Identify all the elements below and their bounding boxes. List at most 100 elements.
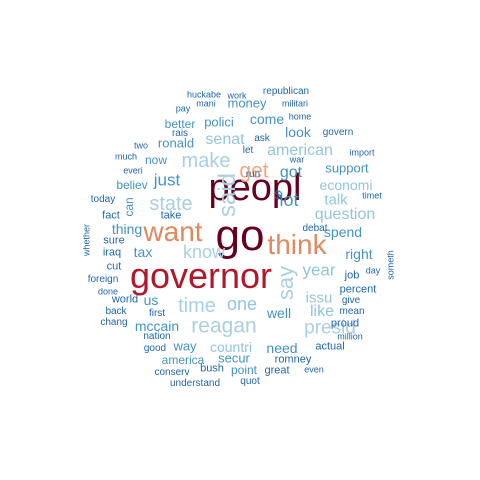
word-conserv: conserv (154, 367, 190, 378)
word-governor: governor (129, 255, 273, 296)
word-chang: chang (100, 317, 128, 328)
word-way: way (173, 338, 197, 354)
word-much: much (114, 151, 138, 162)
word-work: work (227, 90, 247, 101)
word-back: back (105, 306, 127, 317)
word-get: get (239, 159, 269, 183)
word-secur: secur (218, 350, 250, 366)
word-militari: militari (282, 98, 308, 109)
word-just: just (153, 170, 181, 190)
word-first: first (148, 308, 166, 319)
word-come: come (249, 111, 285, 127)
word-understand: understand (169, 378, 221, 389)
word-import: import (349, 147, 375, 158)
word-us: us (143, 292, 159, 308)
word-someth: someth (385, 250, 396, 280)
word-dollar: $ (274, 188, 282, 202)
word-spend: spend (323, 224, 363, 240)
word-rais: rais (171, 128, 189, 139)
word-mani: mani (196, 98, 216, 109)
word-bush: bush (200, 362, 224, 375)
word-great: great (264, 364, 290, 377)
word-percent: percent (339, 283, 377, 296)
word-countri: countri (209, 339, 253, 355)
word-american: american (267, 142, 333, 159)
word-well: well (266, 305, 292, 321)
word-ask: ask (254, 133, 270, 144)
word-america: america (161, 353, 205, 367)
word-sure: sure (103, 234, 125, 247)
word-economi: economi (319, 177, 373, 193)
word-republican: republican (262, 86, 310, 97)
word-look: look (285, 124, 311, 140)
word-ronald: ronald (157, 135, 195, 151)
word-home: home (288, 111, 312, 122)
word-make: make (181, 150, 231, 172)
word-everi: everi (123, 165, 143, 176)
word-lot: lot (279, 190, 299, 210)
word-like: like (309, 303, 335, 320)
word-run: run (245, 169, 261, 180)
word-say: say (273, 265, 298, 301)
word-romney: romney (274, 353, 312, 366)
word-two: two (133, 140, 149, 151)
word-polici: polici (204, 114, 234, 130)
word-pay: pay (175, 103, 191, 114)
word-today: today (90, 194, 116, 205)
word-presid: presid (304, 317, 356, 339)
word-mccain: mccain (134, 318, 180, 334)
word-reagan: reagan (191, 314, 257, 338)
word-done: done (97, 286, 119, 297)
word-said: said (214, 172, 241, 218)
word-job: job (344, 269, 360, 282)
word-money: money (227, 95, 267, 111)
word-one: one (226, 294, 258, 314)
word-need: need (266, 340, 298, 356)
word-debat: debat (302, 223, 328, 234)
word-even: even (304, 364, 324, 375)
word-tax: tax (133, 244, 153, 260)
word-nation: nation (143, 331, 171, 342)
word-talk: talk (324, 191, 348, 209)
word-give: give (341, 295, 361, 306)
word-day: day (365, 265, 381, 276)
word-quot: quot (240, 376, 260, 387)
word-can: can (122, 197, 136, 217)
word-fact: fact (102, 209, 120, 222)
word-take: take (160, 209, 182, 222)
word-better: better (164, 117, 196, 131)
word-govern: govern (322, 127, 354, 138)
word-year: year (302, 260, 336, 280)
word-million: million (337, 331, 363, 342)
word-cut: cut (106, 260, 122, 273)
word-foreign: foreign (87, 274, 119, 285)
word-huckabe: huckabe (186, 89, 222, 100)
word-got: got (279, 164, 303, 181)
word-good: good (143, 343, 167, 354)
word-let: let (242, 145, 254, 156)
word-question: question (314, 206, 376, 223)
word-thing: thing (111, 221, 143, 237)
word-timet: timet (362, 190, 382, 201)
word-right: right (345, 246, 373, 262)
word-think: think (267, 229, 327, 260)
word-proud: proud (330, 317, 360, 330)
word-whether: whether (81, 223, 92, 257)
word-peopl: peopl (208, 167, 302, 209)
word-know: know (182, 242, 226, 262)
word-issu: issu (305, 289, 333, 307)
word-now: now (144, 153, 168, 167)
word-iraq: iraq (102, 246, 122, 259)
word-world: world (111, 293, 139, 306)
word-point: point (230, 363, 258, 377)
word-time: time (178, 295, 216, 317)
word-mean: mean (339, 306, 365, 317)
word-state: state (149, 193, 193, 215)
word-believ: believ (116, 178, 148, 192)
word-want: want (143, 216, 203, 247)
word-actual: actual (315, 340, 345, 353)
word-support: support (325, 160, 369, 176)
word-go: go (215, 211, 265, 260)
word-war: war (289, 154, 305, 165)
